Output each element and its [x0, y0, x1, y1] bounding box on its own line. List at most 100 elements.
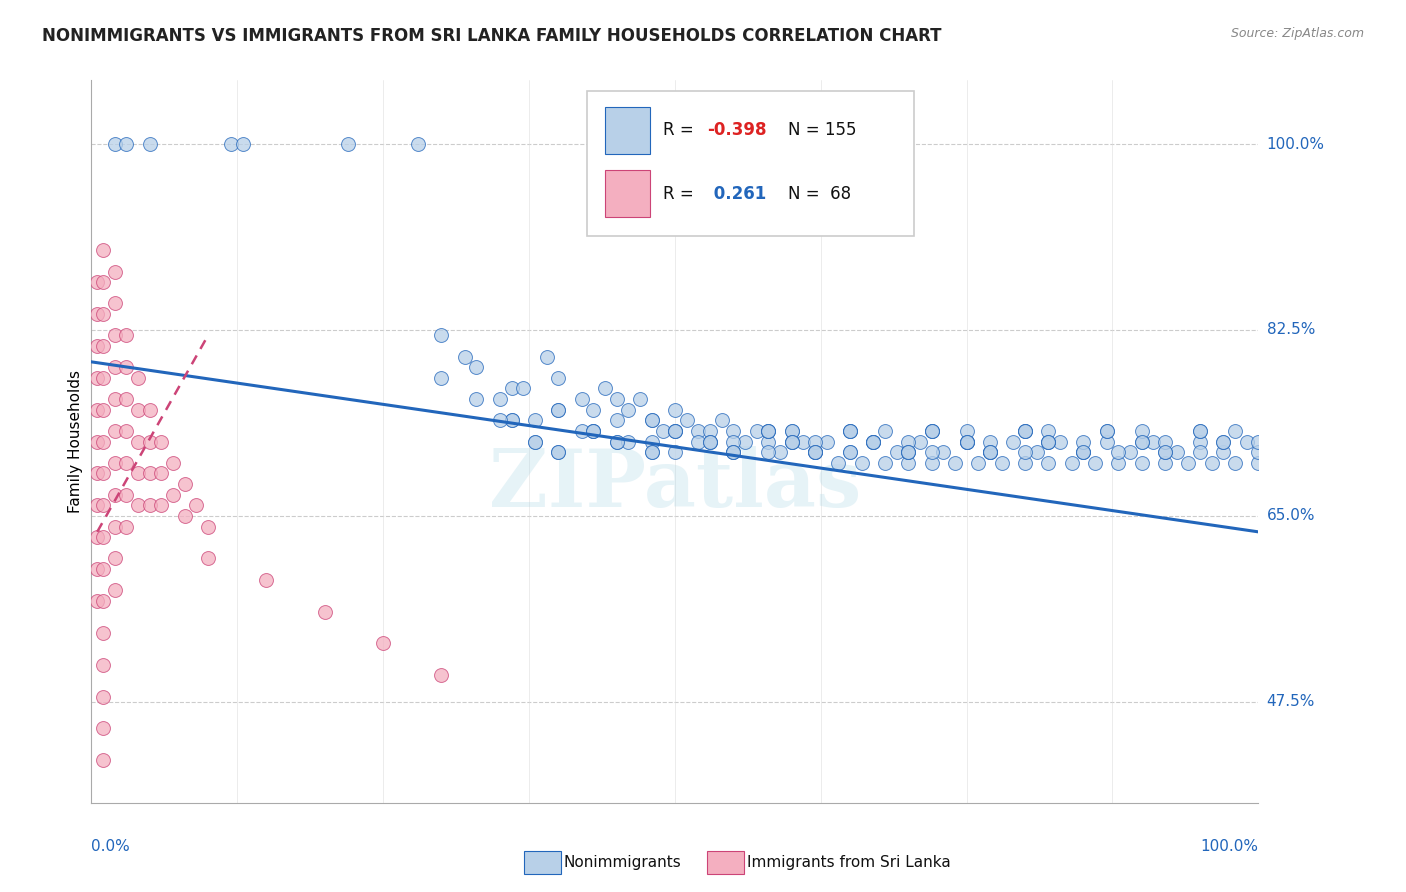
Point — [1189, 424, 1212, 438]
Point — [104, 136, 127, 151]
Text: -0.398: -0.398 — [707, 121, 768, 139]
Point — [640, 413, 662, 427]
Text: Immigrants from Sri Lanka: Immigrants from Sri Lanka — [747, 855, 950, 870]
Point — [943, 456, 966, 470]
Point — [1247, 445, 1270, 459]
Point — [723, 445, 745, 459]
Point — [908, 434, 931, 449]
Point — [617, 434, 640, 449]
Point — [127, 498, 149, 512]
Point — [91, 307, 114, 321]
Point — [501, 413, 523, 427]
Point — [501, 413, 523, 427]
Text: Nonimmigrants: Nonimmigrants — [564, 855, 682, 870]
Point — [838, 424, 860, 438]
Point — [1189, 434, 1212, 449]
Point — [430, 328, 453, 343]
Point — [1223, 424, 1246, 438]
Point — [1154, 445, 1177, 459]
Point — [115, 519, 138, 533]
Text: R =: R = — [664, 121, 699, 139]
Point — [873, 424, 896, 438]
Point — [115, 424, 138, 438]
Point — [827, 456, 849, 470]
Point — [675, 413, 697, 427]
Point — [489, 392, 512, 406]
Point — [664, 445, 686, 459]
Text: Source: ZipAtlas.com: Source: ZipAtlas.com — [1230, 27, 1364, 40]
Point — [232, 136, 254, 151]
Point — [932, 445, 955, 459]
Point — [851, 456, 873, 470]
Point — [1014, 424, 1036, 438]
Point — [1095, 424, 1118, 438]
Point — [547, 445, 569, 459]
Point — [723, 434, 745, 449]
Point — [91, 371, 114, 385]
Point — [780, 434, 803, 449]
Point — [804, 445, 827, 459]
Point — [1189, 424, 1212, 438]
Point — [979, 445, 1001, 459]
Point — [1073, 445, 1095, 459]
Point — [723, 445, 745, 459]
Point — [104, 392, 127, 406]
Point — [699, 434, 721, 449]
Point — [91, 657, 114, 672]
Point — [115, 456, 138, 470]
Point — [1212, 445, 1234, 459]
Point — [221, 136, 243, 151]
Point — [756, 434, 779, 449]
Point — [838, 445, 860, 459]
Text: ZIPatlas: ZIPatlas — [489, 446, 860, 524]
Point — [91, 498, 114, 512]
Point — [1073, 445, 1095, 459]
Point — [699, 424, 721, 438]
Point — [1130, 456, 1153, 470]
Point — [1038, 456, 1060, 470]
Point — [897, 456, 920, 470]
Point — [1025, 445, 1047, 459]
FancyBboxPatch shape — [605, 107, 651, 153]
Point — [780, 434, 803, 449]
Point — [710, 413, 733, 427]
Point — [127, 402, 149, 417]
Point — [979, 445, 1001, 459]
Point — [956, 434, 979, 449]
Point — [628, 392, 651, 406]
Point — [605, 434, 627, 449]
Point — [86, 275, 108, 289]
Point — [1038, 434, 1060, 449]
Point — [1130, 424, 1153, 438]
Point — [605, 413, 627, 427]
Point — [523, 434, 546, 449]
Point — [780, 424, 803, 438]
Point — [127, 434, 149, 449]
Point — [582, 424, 605, 438]
Point — [91, 467, 114, 481]
Point — [1073, 434, 1095, 449]
Point — [91, 690, 114, 704]
Point — [921, 445, 943, 459]
Point — [1014, 424, 1036, 438]
Point — [162, 488, 184, 502]
Point — [138, 136, 162, 151]
Point — [454, 350, 477, 364]
Point — [838, 424, 860, 438]
Text: 82.5%: 82.5% — [1267, 323, 1315, 337]
Point — [617, 402, 640, 417]
Point — [664, 402, 686, 417]
Point — [956, 434, 979, 449]
Point — [688, 434, 710, 449]
Point — [979, 445, 1001, 459]
Point — [862, 434, 884, 449]
Point — [256, 573, 278, 587]
Point — [150, 467, 173, 481]
Point — [91, 562, 114, 576]
Point — [104, 488, 127, 502]
Point — [921, 424, 943, 438]
Point — [430, 668, 453, 682]
Point — [886, 445, 908, 459]
Point — [769, 445, 792, 459]
Point — [967, 456, 990, 470]
